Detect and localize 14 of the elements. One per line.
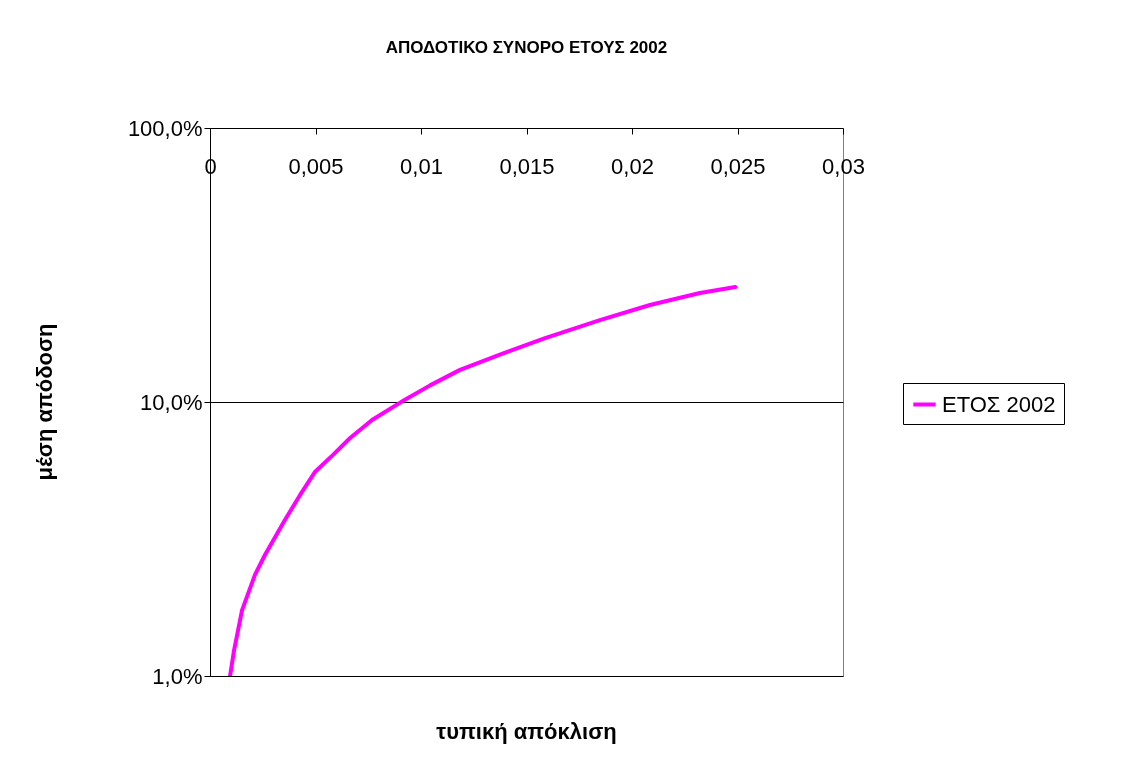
x-tick-label: 0,015 [499,153,555,179]
x-tick-label: 0,005 [288,153,344,179]
line-series [228,284,738,676]
y-axis-title: μέση απόδοση [32,323,57,481]
y-tick-label: 1,0% [152,663,203,689]
legend-label: ΕΤΟΣ 2002 [942,391,1056,417]
x-tick-label: 0,01 [400,153,443,179]
x-tick-label: 0,03 [822,153,865,179]
y-tick-label: 10,0% [140,389,203,415]
chart-title: ΑΠΟΔΟΤΙΚΟ ΣΥΝΟΡΟ ΕΤΟΥΣ 2002 [385,38,668,57]
x-axis-title: τυπική απόκλιση [436,719,617,744]
x-tick-label: 0,025 [710,153,766,179]
x-tick-label: 0,02 [611,153,654,179]
y-tick-label: 100,0% [127,115,203,141]
